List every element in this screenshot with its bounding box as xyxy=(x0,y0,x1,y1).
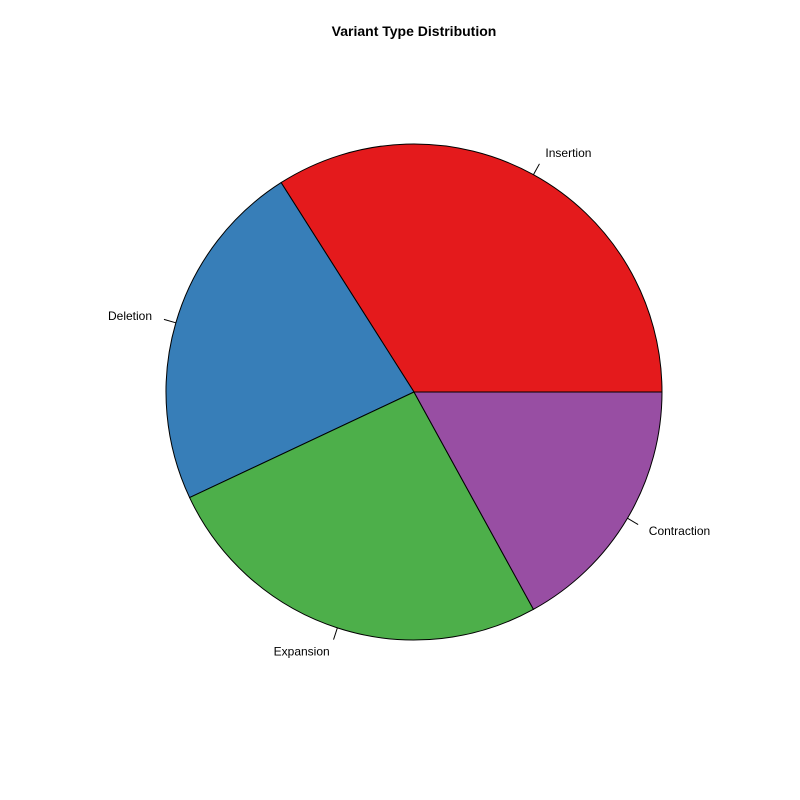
pie-label-tick xyxy=(627,517,639,525)
chart-title: Variant Type Distribution xyxy=(332,23,497,39)
pie-label-deletion: Deletion xyxy=(108,309,152,323)
pie-label-insertion: Insertion xyxy=(545,146,591,160)
pie-slices xyxy=(165,143,663,641)
pie-slice-contraction xyxy=(413,391,663,611)
pie-label-contraction: Contraction xyxy=(649,524,710,538)
pie-label-expansion: Expansion xyxy=(274,644,330,658)
pie-label-tick xyxy=(533,163,540,175)
pie-label-tick xyxy=(163,318,176,324)
pie-label-tick xyxy=(333,627,338,640)
pie-slice-insertion xyxy=(280,143,663,393)
pie-slice-deletion xyxy=(165,181,415,499)
pie-labels: Insertion Deletion Expansion Contraction xyxy=(108,146,710,659)
